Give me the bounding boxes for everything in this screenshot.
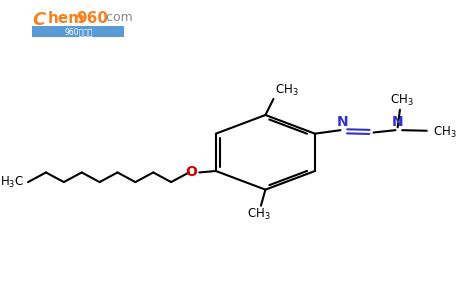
Text: N: N xyxy=(392,115,403,129)
Text: C: C xyxy=(33,11,46,29)
Text: N: N xyxy=(337,115,348,129)
Text: 960化工网: 960化工网 xyxy=(64,27,93,36)
Text: 960: 960 xyxy=(76,11,108,26)
FancyBboxPatch shape xyxy=(33,26,124,37)
Text: hem: hem xyxy=(48,11,85,26)
Text: CH$_3$: CH$_3$ xyxy=(275,82,299,98)
Text: .com: .com xyxy=(103,11,134,24)
Text: H$_3$C: H$_3$C xyxy=(0,175,25,190)
Text: O: O xyxy=(185,166,197,179)
Text: CH$_3$: CH$_3$ xyxy=(390,93,414,108)
Text: CH$_3$: CH$_3$ xyxy=(247,207,271,222)
Text: CH$_3$: CH$_3$ xyxy=(433,125,457,140)
